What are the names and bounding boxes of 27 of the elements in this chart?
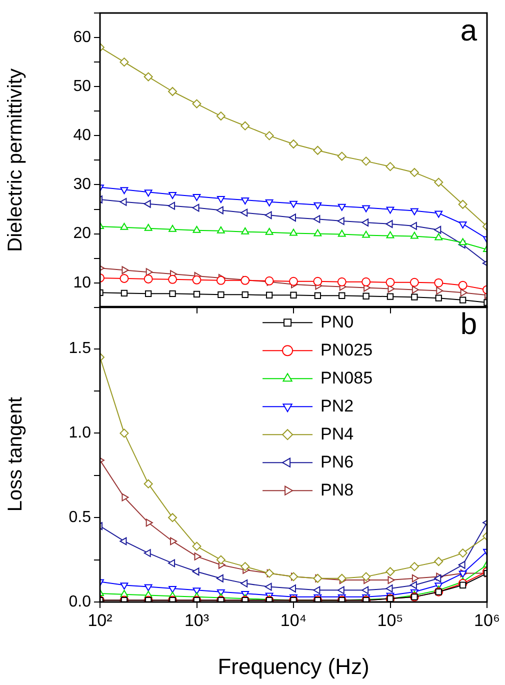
y-tick-label: 0.5 xyxy=(68,509,92,526)
x-tick-label: 10⁵ xyxy=(377,610,404,630)
x-tick-label: 10² xyxy=(88,610,113,630)
legend-label: PN085 xyxy=(320,368,373,388)
y-tick-label: 30 xyxy=(73,176,92,194)
x-tick-label: 10⁴ xyxy=(280,610,307,630)
legend-label: PN0 xyxy=(320,312,354,332)
legend-label: PN4 xyxy=(320,424,354,444)
y-axis-title: Dielectric permittivity xyxy=(4,68,27,252)
x-tick-label: 10⁶ xyxy=(474,610,500,630)
legend-label: PN025 xyxy=(320,340,373,360)
y-tick-label: 50 xyxy=(73,78,92,96)
x-tick-label: 10³ xyxy=(184,610,210,630)
y-tick-label: 60 xyxy=(73,28,92,46)
y-tick-label: 40 xyxy=(73,127,92,144)
y-axis-title: Loss tangent xyxy=(4,396,27,512)
y-tick-label: 0.0 xyxy=(68,593,92,610)
y-tick-label: 1.5 xyxy=(68,340,92,358)
y-tick-label: 20 xyxy=(73,225,92,242)
legend-label: PN8 xyxy=(320,480,354,500)
annotation: b xyxy=(460,308,477,341)
y-tick-label: 10 xyxy=(73,274,92,292)
annotation: a xyxy=(460,14,478,48)
y-tick-label: 1.0 xyxy=(68,424,92,442)
legend-label: PN6 xyxy=(320,452,354,472)
x-axis-title: Frequency (Hz) xyxy=(218,654,370,679)
legend-label: PN2 xyxy=(320,396,354,416)
